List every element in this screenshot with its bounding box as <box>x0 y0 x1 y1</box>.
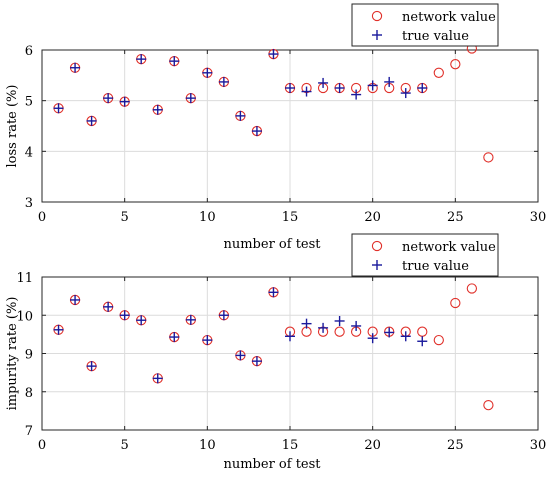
true-value-point <box>400 331 411 342</box>
true-value-point <box>103 93 114 104</box>
x-tick-label: 10 <box>199 438 216 453</box>
true-value-point <box>268 287 279 298</box>
true-value-point <box>53 324 64 335</box>
y-tick-label: 9 <box>25 348 33 363</box>
true-value-point <box>301 86 312 97</box>
y-tick-label: 10 <box>16 309 33 324</box>
true-value-point <box>334 315 345 326</box>
legend-label: network value <box>402 240 496 255</box>
legend: network value true value <box>351 3 499 47</box>
series-true-value <box>53 49 428 137</box>
network-value-point <box>450 297 461 309</box>
x-tick-label: 0 <box>38 438 46 453</box>
true-value-point <box>136 54 147 65</box>
network-value-point <box>466 283 478 294</box>
y-tick-label: 7 <box>25 424 33 439</box>
y-tick-label: 5 <box>25 95 33 110</box>
network-value-point <box>433 334 444 346</box>
y-tick-label: 6 <box>25 44 33 59</box>
x-tick-label: 25 <box>447 210 464 225</box>
x-tick-label: 30 <box>530 210 547 225</box>
x-tick-label: 5 <box>121 438 129 453</box>
legend-label: true value <box>402 29 469 44</box>
network-value-point <box>334 326 345 337</box>
true-value-point <box>285 83 295 93</box>
true-value-point <box>218 76 229 87</box>
true-value-point <box>384 327 395 338</box>
true-value-point <box>301 318 312 329</box>
true-value-point <box>400 88 411 99</box>
true-value-point <box>202 67 213 78</box>
legend-label: network value <box>402 10 496 25</box>
y-tick-label: 3 <box>25 196 33 211</box>
true-value-point <box>251 356 262 367</box>
x-axis-label: number of test <box>223 457 321 472</box>
true-value-point <box>152 373 163 384</box>
legend-circle-icon <box>371 10 383 22</box>
true-value-point <box>268 49 279 60</box>
true-value-point <box>70 294 81 305</box>
true-value-point <box>285 331 295 342</box>
true-value-point <box>367 80 378 91</box>
chart-2: 0 5 10 15 20 25 30 7 8 9 10 11 number of test impurit… <box>5 233 547 472</box>
x-tick-label: 20 <box>364 210 381 225</box>
true-value-point <box>318 77 329 88</box>
y-axis-label: impurity rate (%) <box>5 297 20 411</box>
x-tick-label: 15 <box>282 438 299 453</box>
true-value-point <box>251 126 262 137</box>
legend-plus-icon <box>372 30 382 40</box>
series-true-value <box>53 287 428 384</box>
network-value-point <box>450 59 461 70</box>
y-tick-label: 11 <box>16 271 33 286</box>
legend-circle-icon <box>371 240 383 252</box>
true-value-point <box>318 322 329 333</box>
true-value-point <box>136 315 147 326</box>
true-value-point <box>367 333 378 344</box>
true-value-point <box>152 104 163 115</box>
y-tick-label: 8 <box>25 386 33 401</box>
true-value-point <box>235 110 246 121</box>
true-value-point <box>417 83 428 93</box>
network-value-point <box>483 152 494 163</box>
true-value-point <box>202 335 213 346</box>
x-tick-label: 15 <box>282 210 299 225</box>
legend-plus-icon <box>372 260 382 270</box>
true-value-point <box>169 56 180 67</box>
true-value-point <box>351 89 362 100</box>
true-value-point <box>384 76 395 87</box>
true-value-point <box>53 103 64 114</box>
legend-label: true value <box>402 259 469 274</box>
true-value-point <box>218 310 229 321</box>
legend: network value true value <box>351 233 499 277</box>
x-tick-label: 10 <box>199 210 216 225</box>
true-value-point <box>86 115 97 126</box>
chart-1: 0 5 10 15 20 25 30 3 4 5 6 number of test loss rate … <box>5 3 547 252</box>
true-value-point <box>169 332 180 343</box>
x-axis-label: number of test <box>223 237 321 252</box>
x-tick-label: 0 <box>38 210 46 225</box>
true-value-point <box>119 96 130 107</box>
x-tick-label: 20 <box>364 438 381 453</box>
true-value-point <box>185 314 196 325</box>
y-axis-label: loss rate (%) <box>5 85 20 168</box>
x-tick-label: 30 <box>530 438 547 453</box>
true-value-point <box>119 310 130 321</box>
x-tick-label: 5 <box>121 210 129 225</box>
true-value-point <box>185 93 196 104</box>
true-value-point <box>351 320 362 331</box>
true-value-point <box>70 62 81 73</box>
y-tick-label: 4 <box>25 145 33 160</box>
true-value-point <box>334 83 345 93</box>
x-tick-label: 25 <box>447 438 464 453</box>
network-value-point <box>483 399 494 411</box>
true-value-point <box>103 301 114 312</box>
true-value-point <box>86 361 97 372</box>
network-value-point <box>433 67 444 78</box>
true-value-point <box>417 336 428 347</box>
true-value-point <box>235 350 246 361</box>
